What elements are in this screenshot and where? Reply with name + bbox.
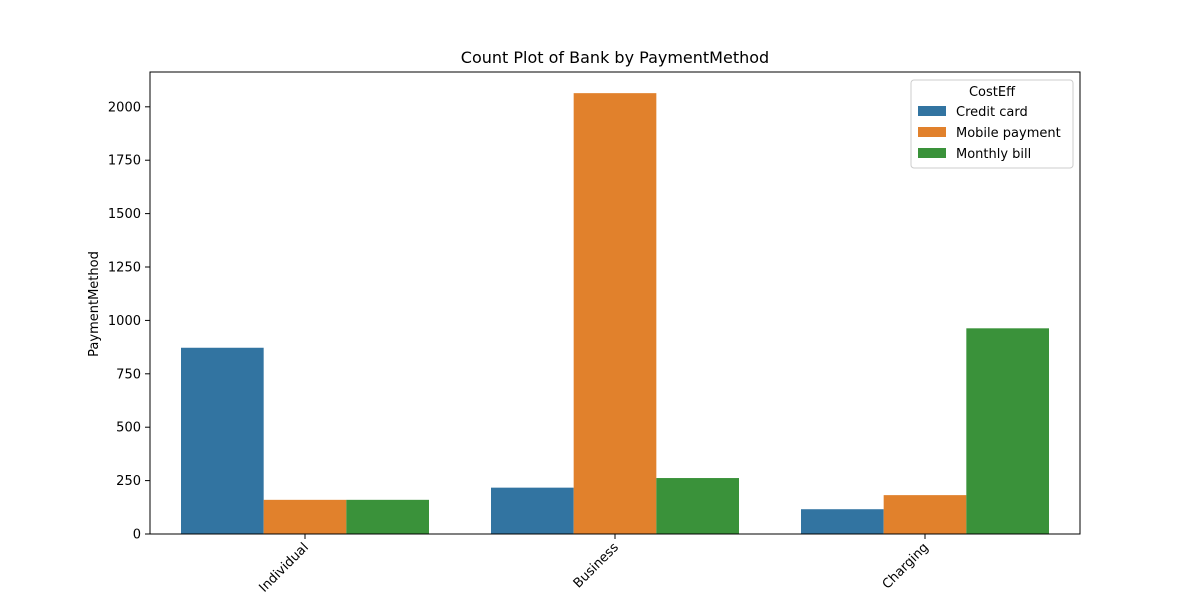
legend-swatch — [918, 106, 946, 116]
y-tick-label: 1000 — [108, 314, 141, 329]
bar-mobile-payment-charging — [883, 495, 967, 534]
legend-entry-label: Monthly bill — [956, 147, 1031, 162]
y-tick-label: 1500 — [108, 207, 141, 222]
bar-mobile-payment-individual — [263, 499, 347, 534]
y-tick-label: 500 — [116, 421, 141, 436]
y-tick-label: 0 — [133, 528, 141, 543]
bar-credit-card-individual — [181, 347, 264, 534]
chart-title: Count Plot of Bank by PaymentMethod — [461, 48, 769, 67]
bar-monthly-bill-individual — [346, 499, 429, 534]
bar-mobile-payment-business — [573, 93, 657, 535]
legend-entry-label: Mobile payment — [956, 126, 1061, 141]
legend-title: CostEff — [969, 85, 1016, 100]
bar-monthly-bill-business — [656, 478, 739, 534]
x-tick-label: Business — [571, 540, 622, 591]
legend-swatch — [918, 148, 946, 158]
y-tick-label: 1250 — [108, 261, 141, 276]
x-tick-label: Charging — [880, 540, 932, 592]
bar-monthly-bill-charging — [966, 328, 1049, 534]
legend-entry-label: Credit card — [956, 105, 1028, 120]
y-axis-label: PaymentMethod — [87, 251, 102, 357]
x-tick-label: Individual — [256, 540, 311, 595]
bar-credit-card-charging — [801, 509, 884, 534]
y-tick-label: 1750 — [108, 154, 141, 169]
y-tick-label: 750 — [116, 367, 141, 382]
y-tick-label: 2000 — [108, 100, 141, 115]
y-tick-label: 250 — [116, 474, 141, 489]
legend: CostEff Credit card Mobile payment Monthly … — [910, 79, 1074, 169]
bar-credit-card-business — [491, 487, 574, 534]
legend-frame — [910, 79, 1074, 169]
legend-swatch — [918, 127, 946, 137]
